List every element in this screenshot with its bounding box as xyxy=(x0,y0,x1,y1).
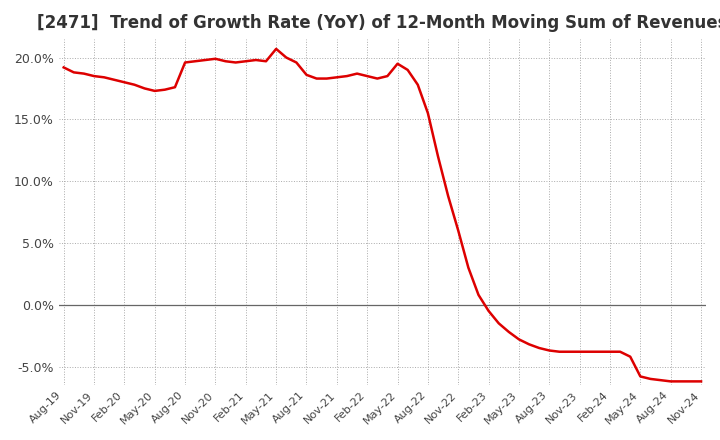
Title: [2471]  Trend of Growth Rate (YoY) of 12-Month Moving Sum of Revenues: [2471] Trend of Growth Rate (YoY) of 12-… xyxy=(37,14,720,32)
